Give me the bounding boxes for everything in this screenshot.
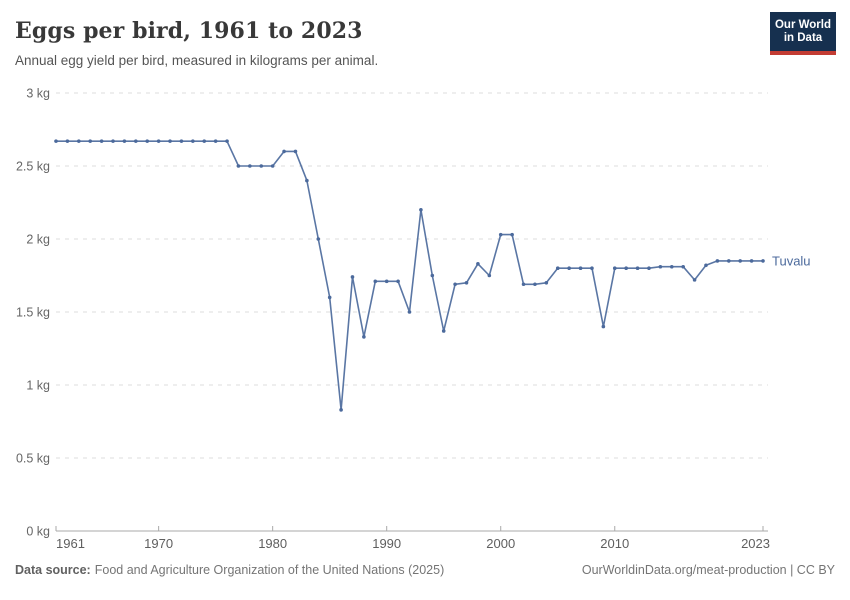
x-axis: 1961 1970 1980 1990 2000 2010 2023 (55, 526, 770, 551)
data-point-marker (635, 266, 640, 270)
x-axis-tick-label: 2010 (600, 536, 629, 551)
data-point-marker (202, 139, 207, 143)
x-axis-tick-label: 1961 (56, 536, 85, 551)
data-point-marker (419, 208, 423, 212)
data-point-marker (738, 259, 742, 263)
data-point-marker (282, 149, 286, 154)
data-point-marker (544, 281, 549, 285)
data-point-marker (65, 139, 70, 143)
data-point-marker (726, 259, 731, 263)
x-axis-tick-label: 2000 (486, 536, 515, 551)
x-axis-tick-label: 1980 (258, 536, 287, 551)
data-point-marker (715, 259, 720, 263)
data-point-marker (134, 139, 138, 143)
owid-logo-line1: Our World (774, 18, 831, 31)
data-point-marker (555, 266, 560, 270)
data-point-marker (248, 164, 252, 168)
data-point-marker (464, 281, 469, 285)
data-point-marker (327, 295, 332, 300)
data-point-marker (156, 139, 161, 143)
data-point-marker (362, 335, 366, 339)
data-point-marker (99, 139, 104, 143)
data-point-marker (396, 279, 400, 284)
data-point-marker (749, 259, 754, 263)
data-point-marker (145, 139, 150, 143)
data-point-marker (624, 266, 628, 270)
data-point-marker (487, 273, 492, 278)
data-source-label: Data source: (15, 563, 91, 577)
license-link: OurWorldinData.org/meat-production | CC … (581, 563, 835, 577)
series-line (56, 140, 763, 411)
data-point-marker (350, 275, 355, 279)
line-chart: 0 kg 0.5 kg 1 kg 1.5 kg 2 kg 2.5 kg 3 kg 1961 19… (0, 80, 850, 555)
data-point-marker (612, 266, 617, 270)
data-point-marker (88, 139, 93, 143)
data-point-marker (669, 264, 674, 269)
data-point-marker (681, 264, 685, 269)
data-source-text: Food and Agriculture Organization of the… (94, 563, 445, 577)
data-point-marker (191, 139, 195, 143)
data-point-marker (567, 266, 571, 270)
data-point-marker (510, 232, 514, 237)
data-point-marker (259, 164, 264, 168)
series-end-label: Tuvalu (772, 253, 811, 268)
y-axis-tick-label: 1.5 kg (16, 306, 50, 320)
data-point-marker (384, 279, 389, 284)
data-point-marker (225, 139, 229, 143)
owid-logo: Our World in Data (770, 12, 836, 55)
data-point-marker (236, 164, 241, 168)
data-point-marker (498, 232, 503, 237)
y-axis-tick-label: 2.5 kg (16, 160, 50, 174)
data-point-marker (430, 273, 435, 278)
y-axis-tick-label: 0 kg (26, 525, 50, 539)
data-point-marker (293, 149, 298, 154)
data-point-marker (441, 329, 446, 333)
data-point-marker (270, 164, 275, 168)
chart-footer: Data source: Food and Agriculture Organiz… (15, 563, 835, 577)
y-gridlines: 0 kg 0.5 kg 1 kg 1.5 kg 2 kg 2.5 kg 3 kg (16, 87, 768, 539)
data-point-marker (305, 178, 309, 183)
data-point-marker (578, 266, 583, 270)
x-axis-tick-label: 2023 (741, 536, 770, 551)
data-point-marker (407, 310, 412, 314)
data-point-marker (590, 266, 594, 270)
y-axis-tick-label: 3 kg (26, 87, 50, 101)
data-point-marker (761, 259, 765, 263)
data-point-marker (213, 139, 218, 143)
y-axis-tick-label: 0.5 kg (16, 452, 50, 466)
data-point-marker (339, 408, 343, 412)
data-point-marker (692, 278, 697, 282)
data-point-marker (179, 139, 184, 143)
data-point-marker (521, 282, 526, 287)
data-point-marker (453, 282, 457, 287)
owid-logo-line2: in Data (783, 31, 823, 44)
data-point-marker (601, 324, 606, 329)
data-source: Data source: Food and Agriculture Organiz… (15, 563, 444, 577)
data-point-marker (54, 139, 58, 143)
data-point-marker (77, 139, 81, 143)
chart-subtitle: Annual egg yield per bird, measured in k… (15, 53, 379, 68)
series-tuvalu: Tuvalu (54, 139, 811, 412)
data-point-marker (168, 139, 172, 143)
data-point-marker (658, 264, 663, 269)
page-title: Eggs per bird, 1961 to 2023 (15, 18, 363, 44)
data-point-marker (373, 279, 378, 284)
y-axis-tick-label: 2 kg (26, 233, 50, 247)
data-point-marker (647, 266, 651, 270)
data-point-marker (476, 262, 480, 266)
y-axis-tick-label: 1 kg (26, 379, 50, 393)
data-point-marker (533, 282, 537, 287)
data-point-marker (111, 139, 115, 143)
data-point-marker (122, 139, 127, 143)
data-point-marker (704, 263, 708, 268)
x-axis-tick-label: 1970 (144, 536, 173, 551)
x-axis-tick-label: 1990 (372, 536, 401, 551)
data-point-marker (316, 237, 321, 241)
